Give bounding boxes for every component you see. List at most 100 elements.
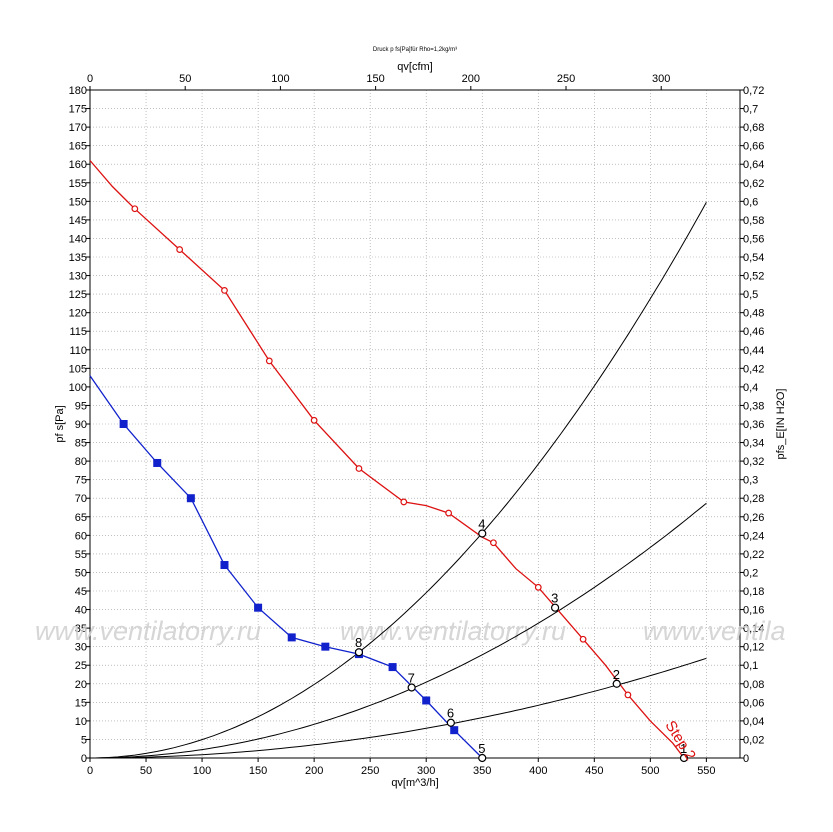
y-tick-label: 80	[75, 456, 87, 468]
operating-point-1	[679, 753, 689, 763]
data-point-blue	[321, 642, 330, 651]
x-tick-label: 450	[585, 765, 603, 777]
y2-tick-label: 0,12	[743, 642, 764, 654]
operating-point-label-1: 1	[680, 741, 687, 756]
y2-tick-label: 0,38	[743, 400, 764, 412]
y2-tick-label: 0,66	[743, 141, 764, 153]
system-curve-3	[90, 657, 707, 759]
data-point-blue	[450, 726, 459, 735]
data-point-blue	[388, 663, 397, 672]
data-point-blue	[186, 494, 195, 503]
chart-title: Druck p fs[Pa]für Rho=1,2kg/m³	[373, 47, 457, 53]
data-point-red	[579, 635, 587, 643]
x-tick-label: 100	[193, 765, 211, 777]
y-axis-title: pf s[Pa]	[54, 405, 66, 442]
data-point-red	[131, 205, 139, 213]
y-tick-label: 100	[69, 382, 87, 394]
system-curves	[90, 202, 707, 759]
data-point-blue	[287, 633, 296, 642]
y2-tick-label: 0,46	[743, 326, 764, 338]
y2-tick-label: 0,2	[743, 567, 758, 579]
operating-point-label-8: 8	[355, 635, 362, 650]
x-tick-label: 400	[529, 765, 547, 777]
watermark-text: www.ventila	[643, 616, 786, 646]
y2-tick-label: 0,34	[743, 438, 764, 450]
y2-tick-label: 0,44	[743, 345, 764, 357]
operating-point-label-2: 2	[613, 667, 620, 682]
x-tick-label: 350	[473, 765, 491, 777]
y-tick-label: 165	[69, 141, 87, 153]
y-tick-label: 60	[75, 530, 87, 542]
data-point-blue	[153, 458, 162, 467]
y-tick-label: 150	[69, 196, 87, 208]
x2-tick-label: 200	[462, 73, 480, 85]
y-tick-label: 50	[75, 567, 87, 579]
y-tick-label: 160	[69, 159, 87, 171]
y2-tick-label: 0,32	[743, 456, 764, 468]
operating-point-4	[478, 529, 487, 538]
data-point-blue	[254, 603, 263, 612]
y-tick-label: 25	[75, 660, 87, 672]
fan-curves	[89, 160, 685, 759]
y-tick-label: 175	[69, 104, 87, 116]
grid	[89, 89, 740, 759]
operating-point-label-6: 6	[447, 706, 454, 721]
x-tick-label: 300	[417, 765, 435, 777]
system-curve-1	[90, 202, 707, 759]
y-tick-label: 155	[69, 178, 87, 190]
data-point-blue	[119, 420, 128, 428]
y2-tick-label: 0,04	[743, 716, 764, 728]
y2-tick-label: 0,36	[743, 419, 764, 431]
y-tick-label: 135	[69, 252, 87, 264]
y-tick-label: 30	[75, 642, 87, 654]
data-point-red	[534, 583, 542, 591]
x-tick-label: 0	[87, 765, 93, 777]
y2-tick-label: 0,6	[743, 196, 758, 208]
y-tick-label: 40	[75, 605, 87, 617]
y2-tick-label: 0,42	[743, 363, 764, 375]
y2-tick-label: 0,64	[743, 159, 764, 171]
watermark-text: www.ventilatorry.ru	[340, 616, 566, 646]
y2-tick-label: 0,02	[743, 734, 764, 746]
y2-tick-label: 0,3	[743, 475, 758, 487]
y-tick-label: 120	[69, 308, 87, 320]
data-point-red	[176, 246, 184, 253]
y2-tick-label: 0,72	[743, 85, 764, 97]
y2-tick-label: 0,08	[743, 679, 764, 691]
y-tick-label: 115	[69, 326, 87, 338]
y-tick-label: 180	[69, 85, 87, 97]
operating-point-8	[354, 648, 364, 657]
operating-point-label-5: 5	[478, 741, 485, 756]
y-tick-label: 35	[75, 623, 87, 635]
y2-tick-label: 0,26	[743, 512, 764, 524]
operating-point-2	[612, 679, 621, 688]
y-tick-label: 145	[69, 215, 87, 227]
data-point-blue	[220, 561, 229, 570]
y-tick-label: 90	[75, 419, 87, 431]
top-axis-title: qv[cfm]	[397, 61, 432, 73]
operating-point-label-7: 7	[408, 670, 415, 685]
x-tick-label: 50	[140, 765, 152, 777]
y-tick-label: 10	[75, 716, 87, 728]
y-tick-label: 45	[75, 586, 87, 598]
x-tick-label: 500	[641, 765, 659, 777]
y-tick-label: 170	[69, 122, 87, 134]
y-tick-label: 130	[69, 271, 87, 283]
y-tick-label: 20	[75, 679, 87, 691]
y-tick-label: 15	[75, 697, 87, 709]
y2-tick-label: 0,18	[743, 586, 764, 598]
y2-tick-label: 0,56	[743, 233, 764, 245]
data-point-red	[265, 357, 273, 365]
y-tick-label: 95	[75, 400, 87, 412]
system-curve-2	[90, 502, 707, 759]
y-tick-label: 105	[69, 363, 87, 375]
y2-tick-label: 0,48	[743, 308, 764, 320]
y-tick-label: 5	[81, 734, 87, 746]
y2-tick-label: 0,7	[743, 104, 758, 116]
operating-point-7	[407, 683, 416, 692]
data-point-red	[445, 509, 453, 517]
x2-tick-label: 50	[179, 73, 191, 85]
y-tick-label: 55	[75, 549, 87, 561]
x2-tick-label: 300	[652, 73, 670, 85]
